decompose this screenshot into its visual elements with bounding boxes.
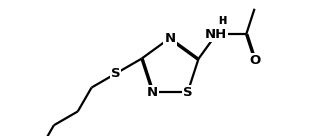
Text: N: N bbox=[164, 32, 175, 44]
Text: N: N bbox=[147, 86, 158, 99]
Text: S: S bbox=[111, 67, 120, 80]
Text: O: O bbox=[249, 54, 260, 67]
Text: S: S bbox=[111, 67, 120, 80]
Text: H: H bbox=[218, 16, 226, 27]
Text: NH: NH bbox=[205, 28, 227, 41]
Text: NH: NH bbox=[205, 28, 227, 41]
Text: S: S bbox=[183, 86, 193, 99]
Text: H: H bbox=[218, 16, 226, 27]
Text: O: O bbox=[249, 54, 260, 67]
Text: N: N bbox=[147, 86, 158, 99]
Text: S: S bbox=[183, 86, 193, 99]
Text: N: N bbox=[164, 32, 175, 44]
